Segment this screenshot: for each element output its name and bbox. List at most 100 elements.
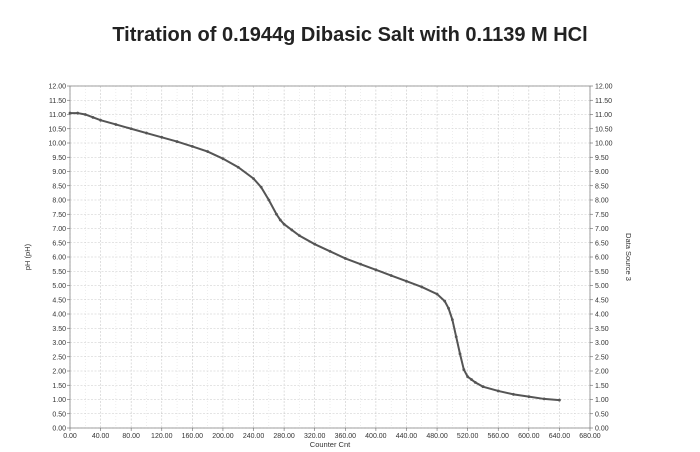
y-tick-label-right: 8.50 <box>595 183 609 190</box>
data-point <box>481 385 485 389</box>
x-tick-label: 200.00 <box>212 433 234 440</box>
y-tick-label-left: 5.50 <box>52 269 66 276</box>
data-point <box>512 392 515 396</box>
data-point <box>470 378 473 381</box>
data-point <box>359 262 362 266</box>
data-point <box>252 177 255 181</box>
y-tick-label-left: 4.50 <box>52 297 66 304</box>
y-tick-label-left: 9.00 <box>52 169 66 176</box>
y-tick-label-right: 6.50 <box>595 240 609 247</box>
data-point <box>496 389 500 393</box>
x-tick-label: 440.00 <box>396 433 418 440</box>
x-tick-label: 360.00 <box>335 433 357 440</box>
y-tick-label-right: 12.00 <box>595 84 613 91</box>
y-tick-label-right: 0.00 <box>595 426 609 433</box>
data-point <box>298 234 301 238</box>
y-tick-label-left: 0.50 <box>52 411 66 418</box>
y-tick-label-left: 7.00 <box>52 226 66 233</box>
x-tick-label: 680.00 <box>579 433 601 440</box>
y-tick-label-right: 5.00 <box>595 283 609 290</box>
x-tick-label: 160.00 <box>182 433 204 440</box>
x-tick-label: 560.00 <box>488 433 510 440</box>
x-tick-label: 0.00 <box>63 433 77 440</box>
data-point <box>389 274 393 277</box>
y-tick-label-left: 2.50 <box>52 354 66 361</box>
data-point <box>206 150 210 153</box>
y-tick-labels-right: 0.00 0.50 1.00 1.50 2.00 2.50 3.00 3.50 4.00 4.50… <box>590 84 613 433</box>
y-tick-label-right: 2.00 <box>595 369 609 376</box>
x-tick-label: 40.00 <box>92 433 110 440</box>
y-tick-label-right: 1.50 <box>595 383 609 390</box>
y-tick-label-left: 1.50 <box>52 383 66 390</box>
data-point <box>190 145 194 148</box>
y-tick-label-left: 6.00 <box>52 255 66 262</box>
y-tick-label-left: 12.00 <box>48 84 66 91</box>
y-tick-label-right: 7.50 <box>595 212 609 219</box>
data-point <box>278 218 282 222</box>
y-tick-label-right: 11.50 <box>595 98 612 105</box>
x-tick-label: 480.00 <box>426 433 448 440</box>
data-point <box>443 299 447 303</box>
y-tick-label-left: 8.00 <box>52 198 66 205</box>
y-tick-label-right: 6.00 <box>595 255 609 262</box>
y-tick-label-left: 3.00 <box>52 340 66 347</box>
chart-title: Titration of 0.1944g Dibasic Salt with 0… <box>112 24 588 46</box>
data-point <box>129 127 133 131</box>
x-tick-label: 640.00 <box>549 433 571 440</box>
y-tick-label-left: 8.50 <box>52 183 66 190</box>
series-line-ph <box>70 112 560 402</box>
x-tick-label: 280.00 <box>273 433 295 440</box>
y-tick-label-right: 10.50 <box>595 126 613 133</box>
data-point <box>99 118 102 122</box>
y-tick-label-right: 5.50 <box>595 269 609 276</box>
y-tick-labels-left: 0.00 0.50 1.00 1.50 2.00 2.50 3.00 3.50 4.00 4.50… <box>48 84 70 433</box>
data-point <box>466 375 470 379</box>
data-point <box>259 185 263 189</box>
y2-axis-label: Data Source 3 <box>624 233 633 281</box>
data-point <box>114 123 118 126</box>
x-tick-label: 520.00 <box>457 433 479 440</box>
data-point <box>221 157 225 161</box>
y-axis-label: pH (pH) <box>23 243 32 270</box>
y-tick-label-left: 0.00 <box>52 426 66 433</box>
y-tick-label-left: 6.50 <box>52 240 66 247</box>
y-tick-label-right: 1.00 <box>595 397 609 404</box>
data-point <box>527 395 531 399</box>
data-points <box>68 111 561 402</box>
y-tick-label-left: 11.50 <box>49 98 66 105</box>
data-point <box>328 249 332 253</box>
x-tick-label: 80.00 <box>122 433 140 440</box>
y-tick-label-right: 10.00 <box>595 141 613 148</box>
y-tick-label-left: 3.50 <box>52 326 66 333</box>
y-tick-label-left: 2.00 <box>52 369 66 376</box>
x-tick-label: 320.00 <box>304 433 326 440</box>
data-point <box>68 111 72 115</box>
data-point <box>160 135 164 139</box>
y-tick-label-left: 1.00 <box>52 397 66 404</box>
y-tick-label-right: 9.50 <box>595 155 609 162</box>
y-tick-label-right: 0.50 <box>595 411 609 418</box>
data-point <box>450 318 454 322</box>
x-tick-label: 400.00 <box>365 433 387 440</box>
data-point <box>290 228 294 232</box>
data-point <box>558 398 561 402</box>
x-tick-label: 240.00 <box>243 433 265 440</box>
y-tick-label-right: 11.00 <box>595 112 612 119</box>
grid-lines <box>69 85 591 429</box>
data-point <box>343 257 347 260</box>
data-point <box>435 292 439 296</box>
x-tick-label: 120.00 <box>151 433 173 440</box>
y-tick-label-left: 11.00 <box>49 112 66 119</box>
data-point <box>473 381 477 384</box>
y-tick-label-left: 9.50 <box>52 155 66 162</box>
data-point <box>458 352 462 356</box>
data-point <box>447 306 450 310</box>
data-point <box>267 198 271 202</box>
data-point <box>83 113 87 116</box>
data-point <box>175 140 179 143</box>
data-point <box>91 115 95 119</box>
y-tick-label-left: 10.00 <box>48 141 66 148</box>
y-tick-label-right: 4.50 <box>595 297 609 304</box>
data-point <box>313 242 317 246</box>
